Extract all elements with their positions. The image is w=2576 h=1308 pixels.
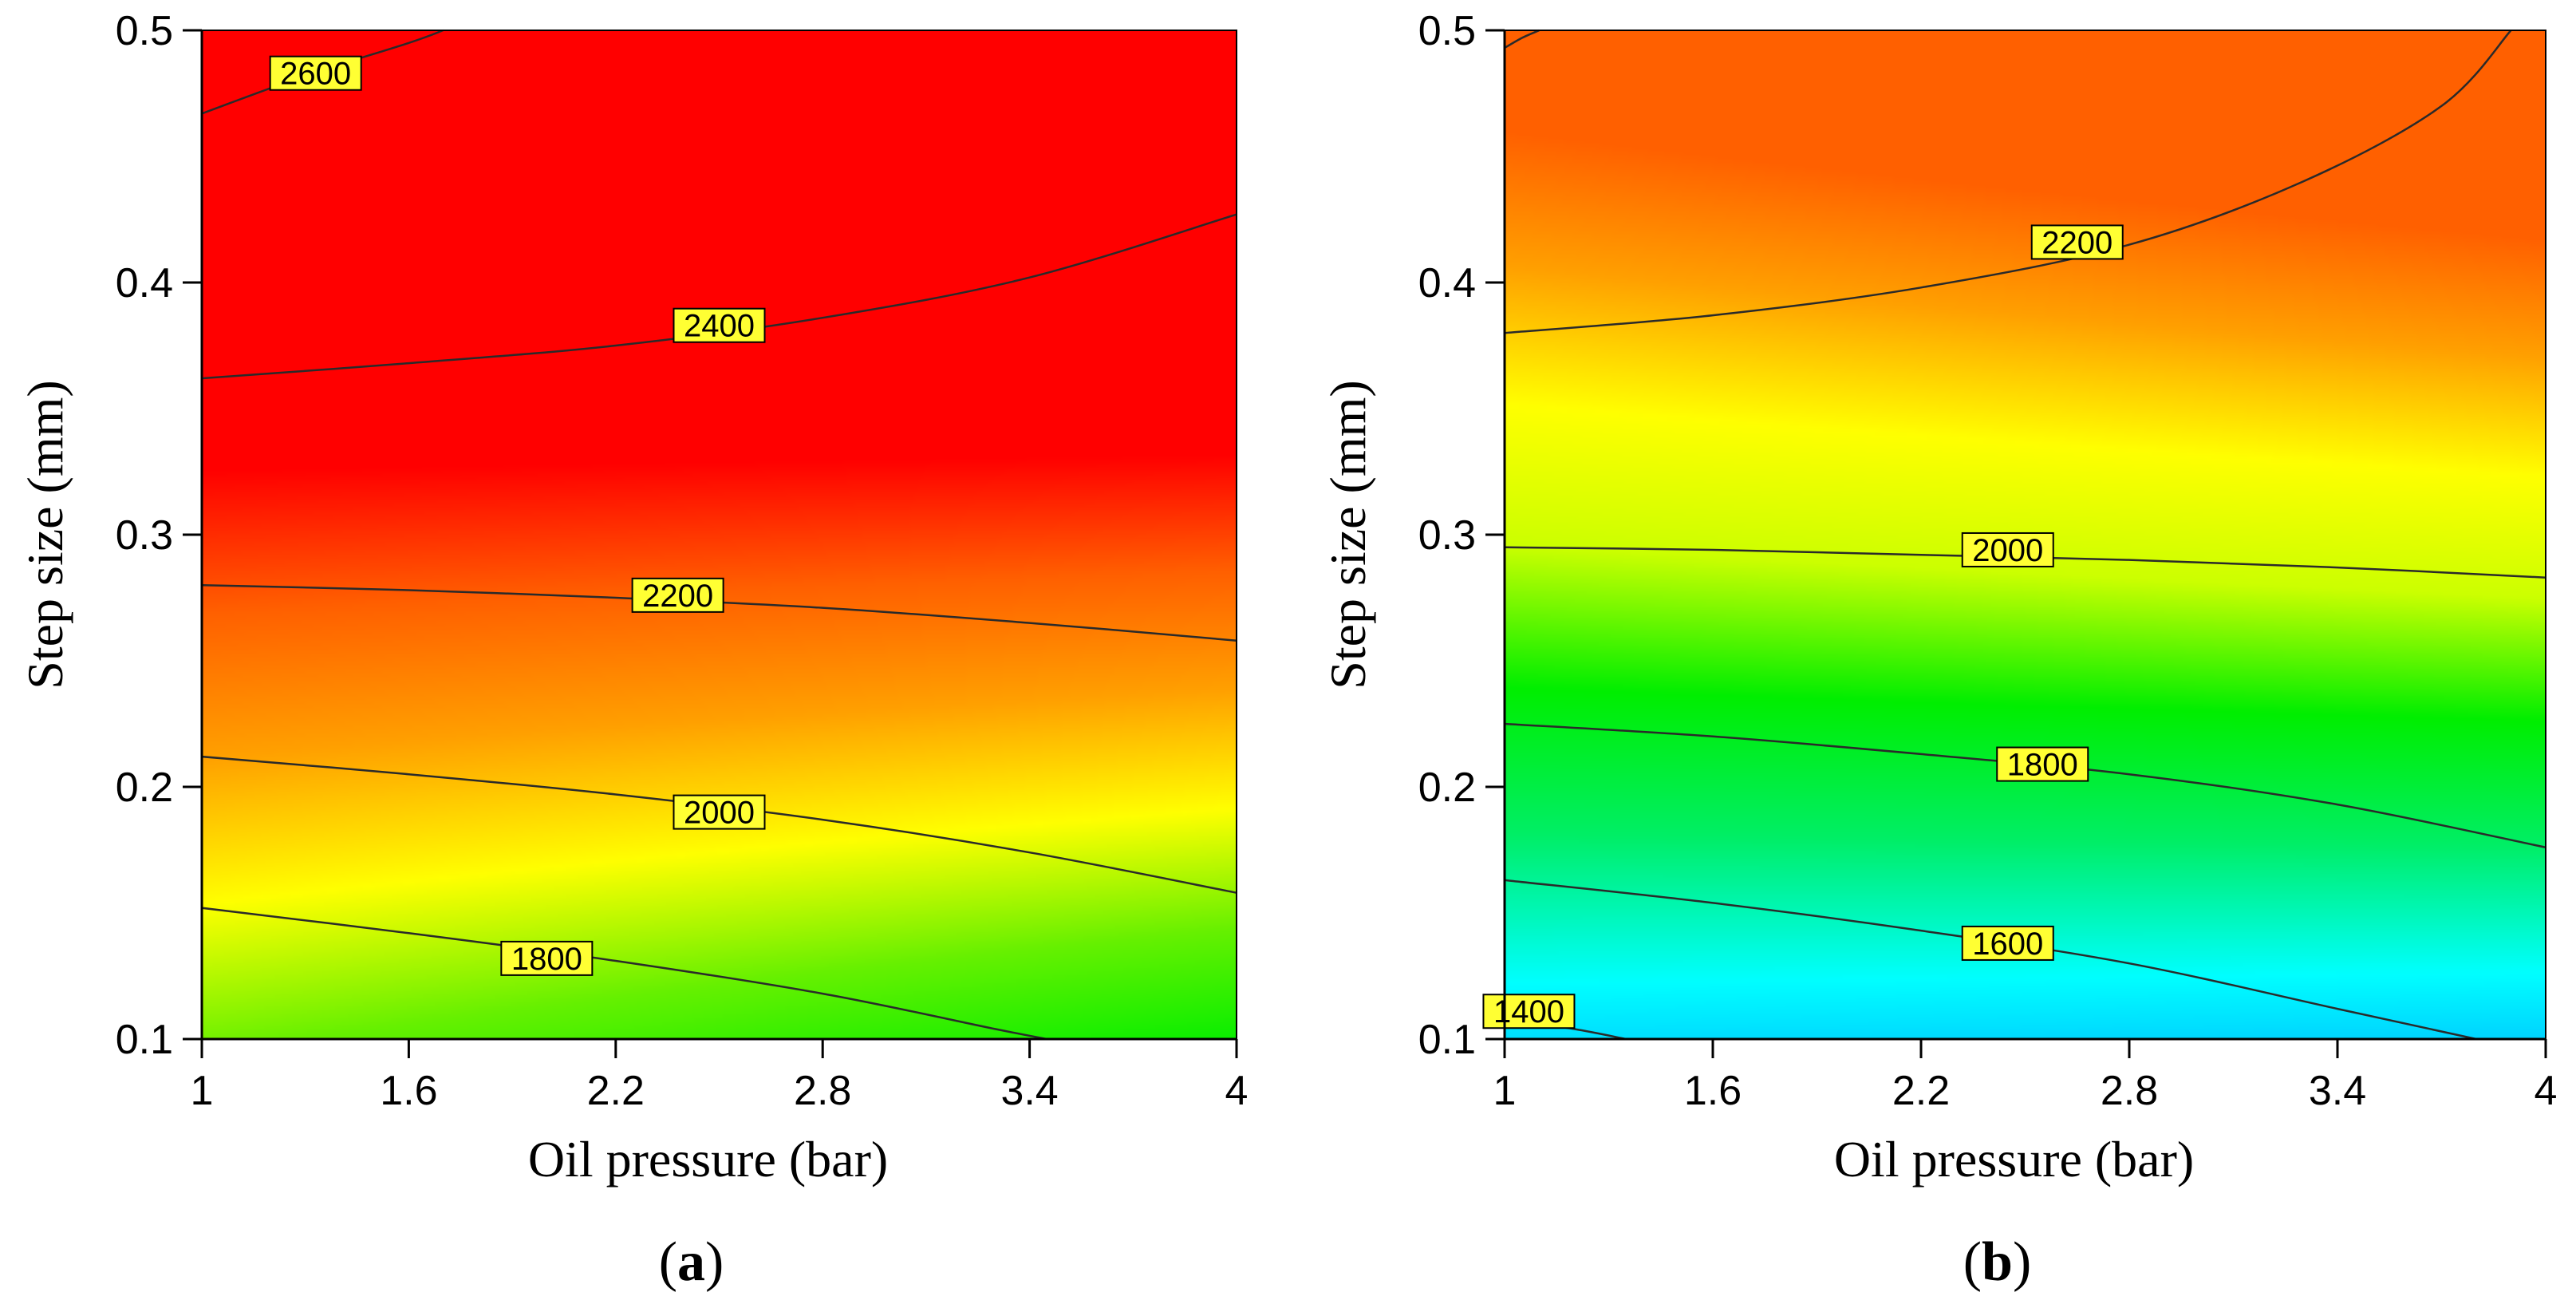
x-tick-label: 3.4 — [1000, 1068, 1058, 1114]
x-tick-label: 1.6 — [1684, 1068, 1742, 1114]
x-tick-label: 2.2 — [1892, 1068, 1950, 1114]
contour-label-box — [2030, 224, 2124, 260]
x-tick-label: 2.8 — [2101, 1068, 2158, 1114]
contour-label-box — [500, 940, 594, 976]
contour-label-box — [1482, 994, 1576, 1029]
y-tick-label: 0.2 — [1418, 765, 1476, 811]
x-tick-label: 2.2 — [587, 1068, 645, 1114]
contour-line-1800 — [201, 907, 1047, 1041]
y-axis-title: Step size (mm) — [1320, 380, 1376, 689]
contour-line-2400 — [1504, 29, 1540, 49]
y-tick-label: 0.3 — [116, 512, 173, 559]
contour-label-2600: 2600 — [269, 55, 362, 92]
x-axis-title: Oil pressure (bar) — [1834, 1131, 2194, 1187]
contour-label-2400: 2400 — [673, 307, 766, 344]
contour-label-text: 2600 — [280, 57, 351, 92]
y-tick-label: 0.4 — [116, 260, 173, 306]
x-tick-label: 2.8 — [794, 1068, 851, 1114]
y-tick-label: 0.5 — [116, 8, 173, 54]
x-tick-label: 4 — [2535, 1068, 2558, 1114]
contour-label-box — [1996, 746, 2089, 782]
contour-label-2000: 2000 — [673, 794, 766, 831]
y-tick-label: 0.2 — [116, 765, 173, 811]
panel-b: 1400 1600 1800 2000 2200 1 1.6 2.2 2.8 3.4 4 0.1 0.2… — [1320, 8, 2557, 1293]
panel-a: 1800 2000 2200 2400 2600 1 1.6 2.2 2.8 3.4 4 0.1 0.2… — [17, 8, 1248, 1293]
contour-label-text: 2000 — [684, 796, 755, 831]
x-tick-label: 1.6 — [380, 1068, 437, 1114]
contour-label-text: 2000 — [1972, 533, 2043, 568]
x-axis-title: Oil pressure (bar) — [528, 1131, 888, 1187]
contour-label-box — [673, 794, 766, 830]
contour-label-1800: 1800 — [500, 940, 594, 977]
contour-label-text: 2200 — [2041, 225, 2112, 260]
contour-label-1800: 1800 — [1996, 746, 2089, 783]
contour-label-2200: 2200 — [631, 577, 724, 614]
panel-label: (b) — [1963, 1231, 2032, 1293]
panel-label: (a) — [659, 1231, 724, 1293]
y-axis-title: Step size (mm) — [17, 380, 73, 689]
contour-label-box — [1961, 925, 2054, 961]
contour-label-1400: 1400 — [1482, 994, 1576, 1029]
contour-label-text: 1800 — [511, 942, 582, 977]
contour-label-2000: 2000 — [1961, 531, 2054, 568]
contour-label-box — [673, 307, 766, 343]
x-tick-label: 3.4 — [2309, 1068, 2366, 1114]
contour-label-text: 1800 — [2007, 748, 2078, 783]
contour-label-box — [631, 577, 724, 613]
y-tick-label: 0.1 — [1418, 1017, 1476, 1063]
y-tick-label: 0.3 — [1418, 512, 1476, 559]
contour-label-box — [1961, 531, 2054, 567]
x-tick-label: 1 — [1493, 1068, 1517, 1114]
y-tick-label: 0.1 — [116, 1017, 173, 1063]
contour-label-text: 1600 — [1972, 927, 2043, 962]
contour-label-text: 2200 — [642, 579, 713, 614]
contour-label-text: 2400 — [684, 309, 755, 344]
x-tick-label: 1 — [191, 1068, 214, 1114]
color-field — [202, 30, 1237, 1039]
contour-label-box — [269, 55, 362, 91]
y-tick-label: 0.5 — [1418, 8, 1476, 54]
contour-label-1600: 1600 — [1961, 925, 2054, 962]
x-tick-label: 4 — [1225, 1068, 1249, 1114]
contour-label-2200: 2200 — [2030, 224, 2124, 260]
y-tick-label: 0.4 — [1418, 260, 1476, 306]
